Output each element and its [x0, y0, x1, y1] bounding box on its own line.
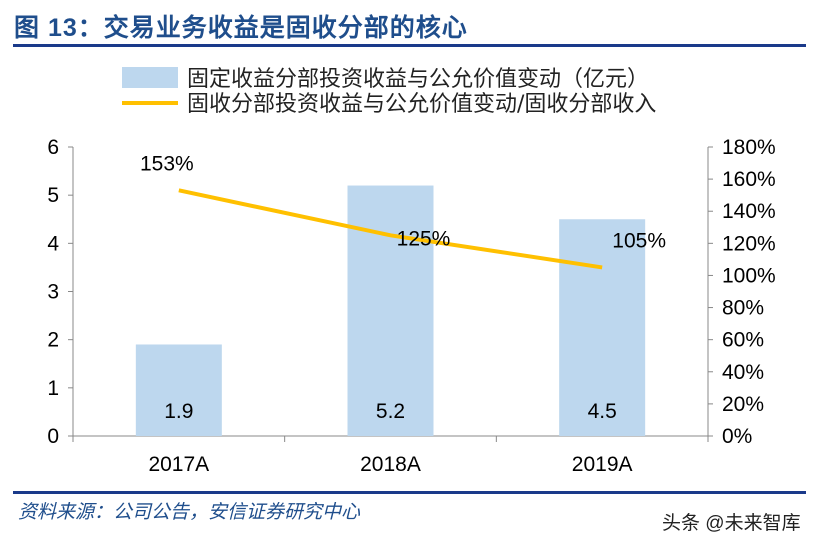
line-data-label: 105%: [612, 229, 666, 252]
watermark: 头条 @未来智库: [662, 513, 801, 534]
ratio-line: [178, 188, 603, 270]
legend-label-line: 固收分部投资收益与公允价值变动/固收分部收入: [187, 92, 656, 117]
legend-label-bar: 固定收益分部投资收益与公允价值变动（亿元）: [187, 67, 649, 92]
legend-swatch-bar: [122, 67, 178, 88]
y-right-tick-label: 120%: [722, 232, 776, 255]
header-rule: [13, 44, 806, 47]
source-note: 资料来源：公司公告，安信证券研究中心: [18, 501, 361, 523]
line-data-label: 153%: [140, 152, 194, 175]
y-right-tick-label: 80%: [722, 297, 764, 320]
bar-data-label: 5.2: [376, 400, 405, 423]
bar-data-label: 4.5: [588, 400, 617, 423]
bar: [347, 185, 434, 436]
legend-swatch-line: [122, 101, 178, 105]
line-data-label: 125%: [397, 227, 451, 250]
y-right-tick-label: 20%: [722, 393, 764, 416]
x-tick-label: 2019A: [572, 453, 633, 476]
y-right-tick-label: 100%: [722, 264, 776, 287]
y-left-tick-label: 2: [47, 329, 59, 352]
y-left-tick-label: 5: [47, 184, 59, 207]
bar-data-label: 1.9: [164, 400, 193, 423]
y-right-tick-label: 60%: [722, 329, 764, 352]
y-right-tick-label: 180%: [722, 136, 776, 159]
y-left-tick-label: 6: [47, 136, 59, 159]
y-left-tick-label: 1: [47, 377, 59, 400]
bar: [559, 219, 646, 436]
y-left-tick-label: 4: [47, 232, 59, 255]
y-left-tick-label: 3: [47, 281, 59, 304]
x-tick-label: 2017A: [148, 453, 209, 476]
y-right-tick-label: 160%: [722, 168, 776, 191]
footer-rule: [13, 491, 806, 494]
y-right-tick-label: 40%: [722, 361, 764, 384]
y-right-tick-label: 140%: [722, 200, 776, 223]
bar: [135, 344, 222, 436]
figure-title: 图 13：交易业务收益是固收分部的核心: [14, 14, 468, 42]
y-left-tick-label: 0: [47, 425, 59, 448]
y-right-tick-label: 0%: [722, 425, 752, 448]
x-tick-label: 2018A: [360, 453, 421, 476]
